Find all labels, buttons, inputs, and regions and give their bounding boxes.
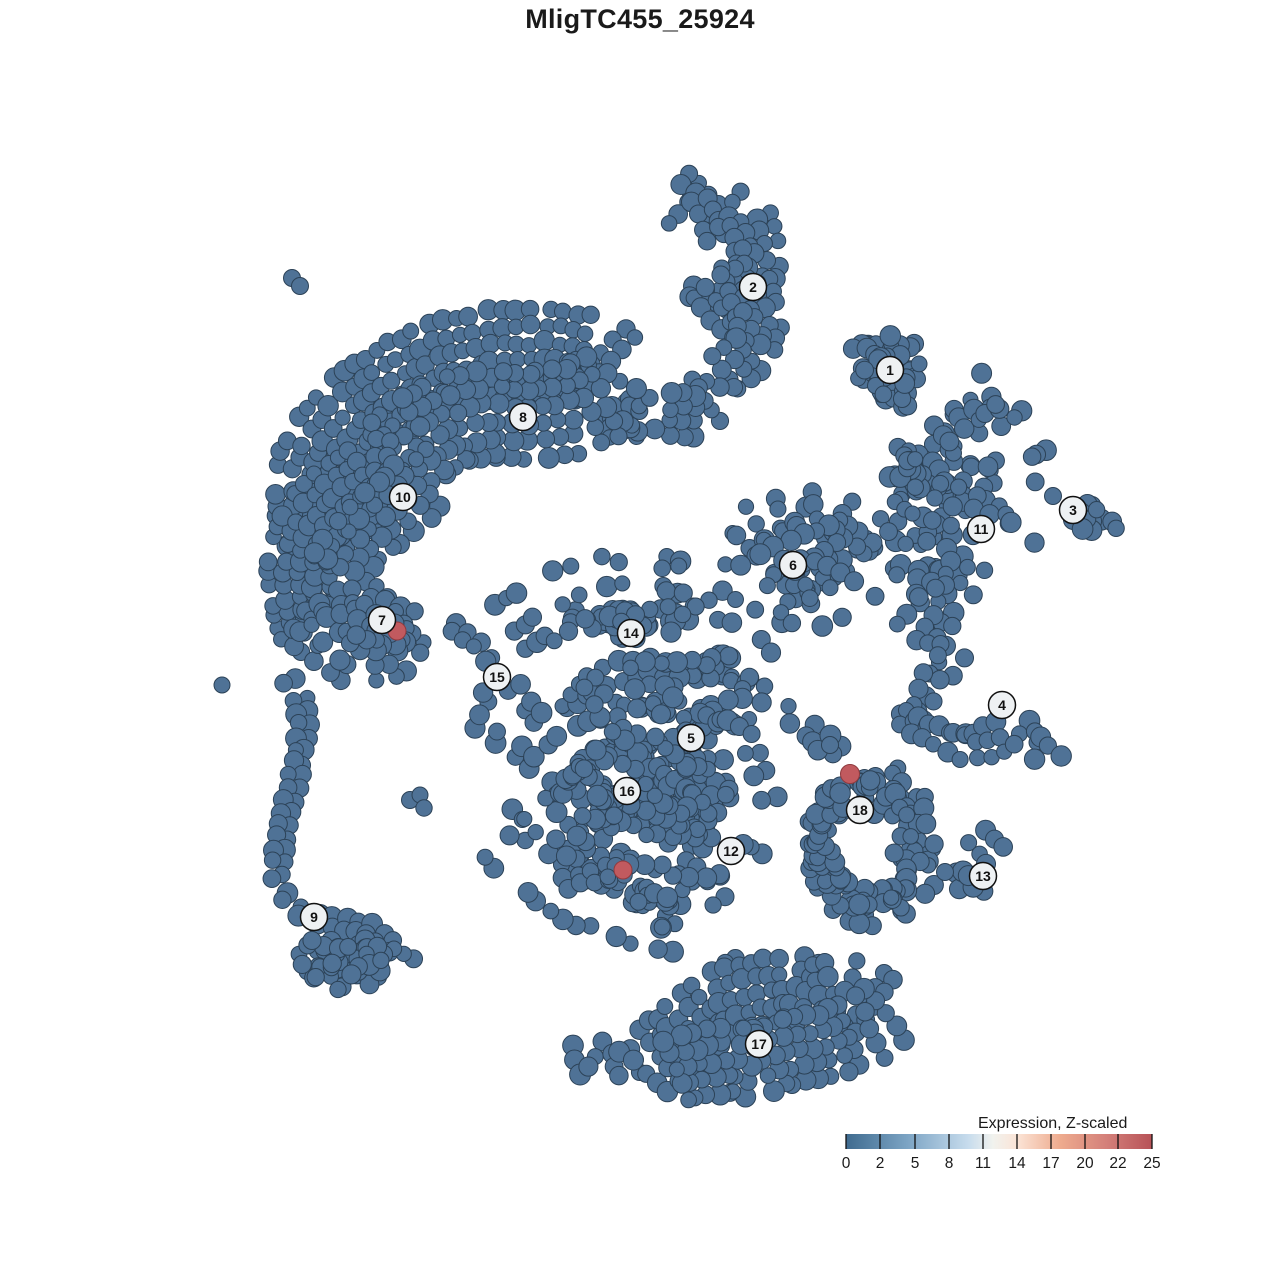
svg-text:17: 17 [1042,1155,1059,1172]
svg-text:8: 8 [945,1155,954,1172]
svg-text:20: 20 [1076,1155,1094,1172]
svg-text:22: 22 [1109,1155,1126,1172]
svg-text:1: 1 [886,362,894,378]
svg-text:Expression, Z-scaled: Expression, Z-scaled [978,1115,1127,1132]
svg-text:9: 9 [310,909,318,925]
svg-text:16: 16 [619,783,635,799]
svg-text:12: 12 [723,843,739,859]
svg-text:11: 11 [974,521,989,537]
svg-text:5: 5 [911,1155,920,1172]
svg-text:15: 15 [489,669,505,685]
svg-text:14: 14 [1008,1155,1026,1172]
svg-text:6: 6 [789,557,797,573]
svg-text:17: 17 [751,1036,767,1052]
svg-text:7: 7 [378,612,386,628]
svg-text:2: 2 [876,1155,885,1172]
svg-text:18: 18 [852,802,868,818]
svg-text:11: 11 [975,1155,991,1172]
svg-text:2: 2 [749,279,757,295]
svg-text:13: 13 [975,868,991,884]
svg-text:14: 14 [623,625,639,641]
svg-text:10: 10 [395,489,411,505]
svg-text:3: 3 [1069,502,1077,518]
svg-text:4: 4 [998,697,1006,713]
svg-text:8: 8 [519,409,527,425]
svg-text:0: 0 [842,1155,851,1172]
svg-text:5: 5 [687,730,695,746]
svg-text:25: 25 [1143,1155,1160,1172]
